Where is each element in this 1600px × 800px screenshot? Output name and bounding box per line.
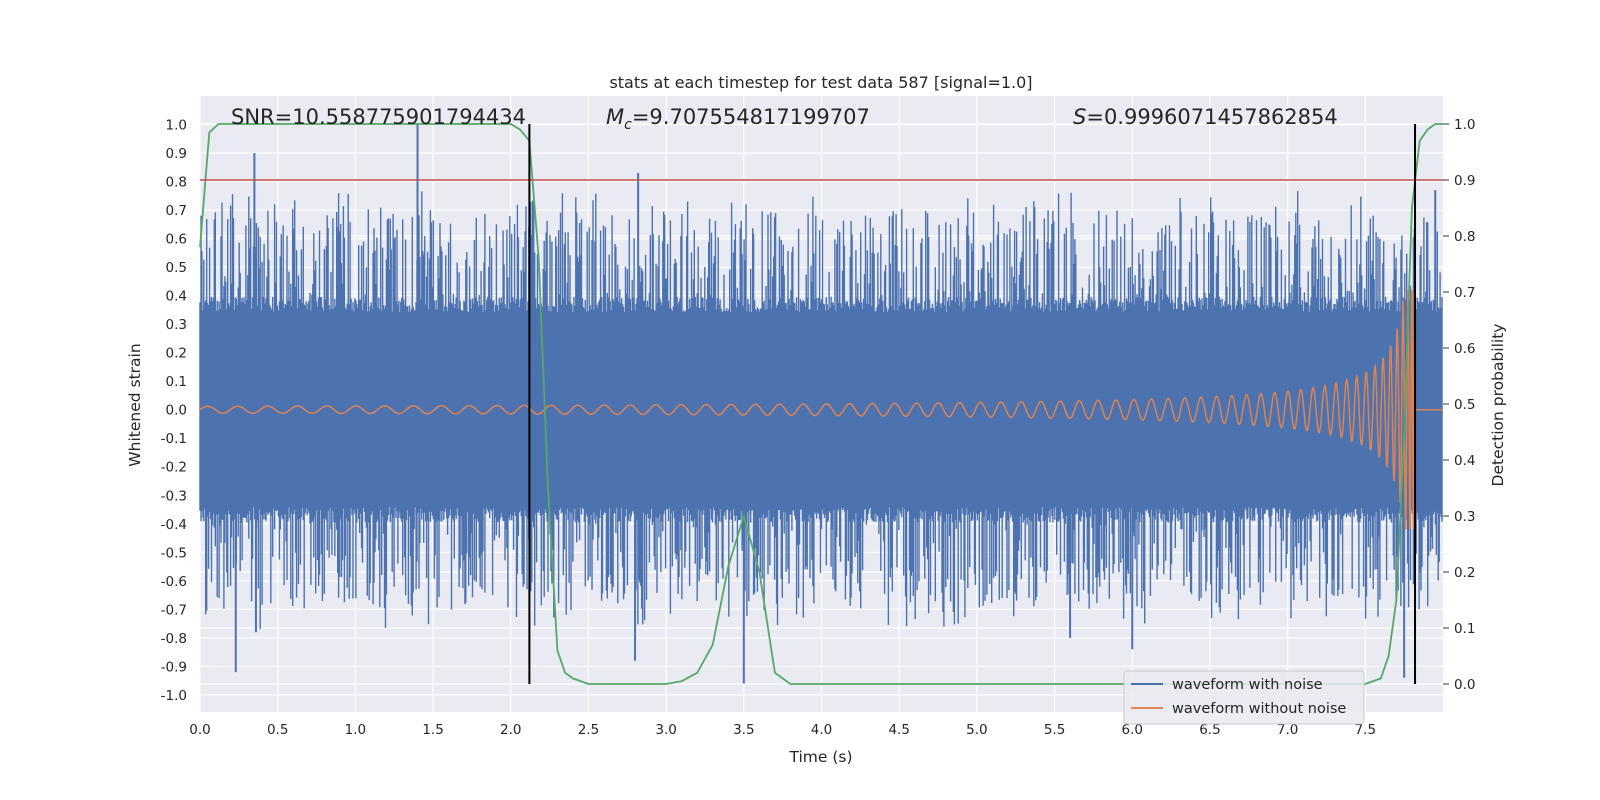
x-tick-label: 5.5 bbox=[1044, 722, 1065, 738]
series-waveform-with-noise bbox=[199, 124, 1443, 684]
y-tick-label-left: 0.1 bbox=[166, 374, 187, 390]
x-tick-label: 3.5 bbox=[733, 722, 754, 738]
y-tick-label-left: -0.5 bbox=[161, 545, 187, 561]
x-tick-label: 7.0 bbox=[1277, 722, 1298, 738]
chart-title: stats at each timestep for test data 587… bbox=[609, 73, 1032, 92]
legend: waveform with noise waveform without noi… bbox=[1123, 670, 1365, 725]
x-tick-label: 3.0 bbox=[655, 722, 676, 738]
x-tick-label: 7.5 bbox=[1355, 722, 1376, 738]
y-tick-label-left: -0.1 bbox=[161, 431, 187, 447]
series-waveform-without-noise bbox=[199, 289, 1443, 530]
probability-line bbox=[199, 123, 1443, 685]
y-tick-label-right: 0.8 bbox=[1454, 229, 1475, 245]
y-tick-label-right: 0.6 bbox=[1454, 341, 1475, 357]
x-tick-label: 1.5 bbox=[422, 722, 443, 738]
x-tick-label: 6.0 bbox=[1122, 722, 1143, 738]
y-tick-label-left: -0.7 bbox=[161, 602, 187, 618]
y-tick-label-left: -0.4 bbox=[161, 517, 187, 533]
x-tick-label: 4.0 bbox=[811, 722, 832, 738]
y-tick-label-left: 0.0 bbox=[166, 403, 187, 419]
y-tick-label-right: 0.1 bbox=[1454, 621, 1475, 637]
y-tick-label-right: 0.2 bbox=[1454, 565, 1475, 581]
axis-ticks: 0.0 0.5 1.0 1.5 2.0 2.5 3.0 3.5 4.0 4.5 5.0 5.5 6.0 6… bbox=[161, 117, 1476, 738]
y-tick-label-left: -0.3 bbox=[161, 488, 187, 504]
x-tick-label: 4.5 bbox=[888, 722, 909, 738]
annotation-chirp-mass-value: =9.707554817199707 bbox=[632, 105, 870, 129]
annotation-snr: SNR=10.558775901794434 bbox=[231, 105, 526, 129]
annotation-chirp-mass: Mc=9.707554817199707 bbox=[606, 105, 870, 133]
annotation-score: S=0.9996071457862854 bbox=[1073, 105, 1338, 129]
x-tick-label: 0.5 bbox=[267, 722, 288, 738]
x-tick-label: 6.5 bbox=[1199, 722, 1220, 738]
y-axis-label-right: Detection probability bbox=[1489, 324, 1507, 487]
y-tick-label-right: 0.3 bbox=[1454, 509, 1475, 525]
y-axis-label-left: Whitened strain bbox=[126, 343, 144, 466]
annotation-chirp-mass-symbol: M bbox=[606, 105, 624, 129]
annotation-chirp-mass-subscript: c bbox=[624, 117, 632, 133]
y-tick-label-right: 0.0 bbox=[1454, 677, 1475, 693]
y-tick-label-left: 0.7 bbox=[166, 203, 187, 219]
y-tick-label-right: 0.4 bbox=[1454, 453, 1475, 469]
y-tick-label-left: 0.4 bbox=[166, 289, 187, 305]
chirp-line bbox=[199, 289, 1443, 530]
y-tick-label-right: 0.5 bbox=[1454, 397, 1475, 413]
y-tick-label-left: 1.0 bbox=[166, 118, 187, 134]
x-tick-label: 1.0 bbox=[345, 722, 366, 738]
y-tick-label-left: -0.8 bbox=[161, 631, 187, 647]
annotation-score-value: =0.9996071457862854 bbox=[1086, 105, 1337, 129]
legend-box bbox=[1123, 670, 1365, 725]
legend-label-clean: waveform without noise bbox=[1172, 701, 1346, 717]
y-tick-label-left: -0.2 bbox=[161, 460, 187, 476]
overlay-lines bbox=[200, 124, 1443, 684]
x-tick-label: 2.0 bbox=[500, 722, 521, 738]
y-tick-label-left: 0.6 bbox=[166, 232, 187, 248]
y-tick-label-right: 0.9 bbox=[1454, 173, 1475, 189]
series-detection-probability bbox=[199, 123, 1443, 685]
y-tick-label-left: -0.9 bbox=[161, 659, 187, 675]
legend-label-noise: waveform with noise bbox=[1172, 677, 1323, 693]
y-tick-label-left: 0.3 bbox=[166, 317, 187, 333]
y-tick-label-left: 0.2 bbox=[166, 346, 187, 362]
annotation-score-symbol: S bbox=[1073, 105, 1086, 129]
y-tick-label-right: 1.0 bbox=[1454, 117, 1475, 133]
x-tick-label: 2.5 bbox=[578, 722, 599, 738]
y-tick-label-left: 0.5 bbox=[166, 260, 187, 276]
y-tick-label-left: 0.9 bbox=[166, 146, 187, 162]
x-tick-label: 5.0 bbox=[966, 722, 987, 738]
y-tick-label-right: 0.7 bbox=[1454, 285, 1475, 301]
y-tick-label-left: -1.0 bbox=[161, 688, 187, 704]
y-tick-label-left: 0.8 bbox=[166, 175, 187, 191]
x-axis-label: Time (s) bbox=[788, 748, 852, 766]
y-tick-label-left: -0.6 bbox=[161, 574, 187, 590]
x-tick-label: 0.0 bbox=[189, 722, 210, 738]
